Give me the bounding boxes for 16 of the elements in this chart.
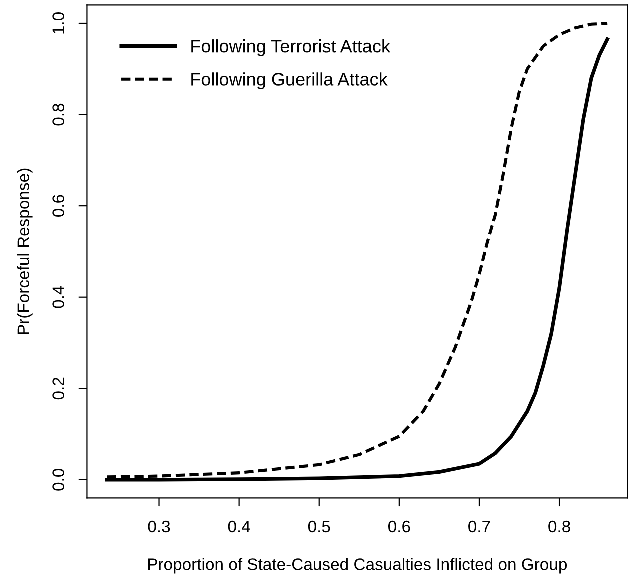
y-tick-label: 0.0: [52, 469, 64, 491]
x-tick-label: 0.8: [548, 520, 570, 533]
y-tick-label: 0.8: [52, 104, 64, 126]
x-tick-label: 0.3: [148, 520, 170, 533]
x-tick-label: 0.5: [308, 520, 330, 533]
x-tick-label: 0.6: [388, 520, 410, 533]
y-tick-label: 0.4: [52, 286, 64, 308]
legend-label: Following Guerilla Attack: [192, 72, 388, 90]
x-tick-label: 0.4: [228, 520, 250, 533]
legend-label: Following Terrorist Attack: [192, 40, 391, 56]
y-tick-label: 0.6: [52, 195, 64, 218]
y-tick-label: 1.0: [52, 12, 64, 34]
x-axis-title: Proportion of State-Caused Casualties Inflicted on Group: [148, 558, 568, 574]
y-axis-title: Pr(Forceful Response): [17, 168, 33, 334]
y-tick-label: 0.2: [52, 378, 64, 400]
x-tick-label: 0.7: [468, 520, 490, 533]
